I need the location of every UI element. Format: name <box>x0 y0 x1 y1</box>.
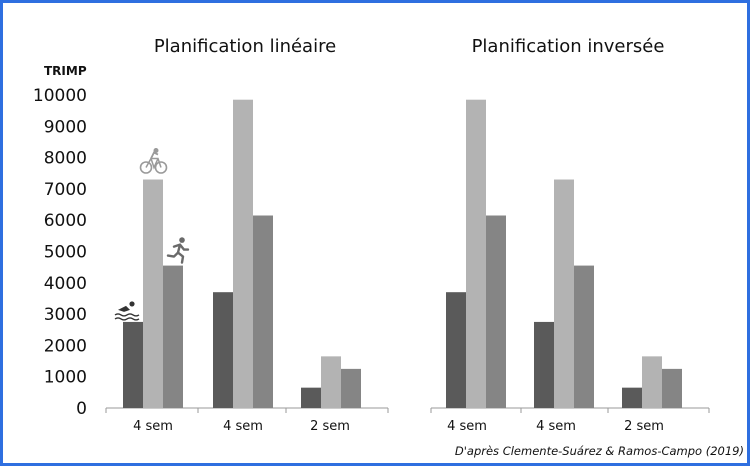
y-tick-label: 1000 <box>44 368 87 388</box>
bar <box>554 179 574 408</box>
category-label: 4 sem <box>447 419 487 434</box>
y-axis-label: TRIMP <box>44 64 87 78</box>
bar <box>143 179 163 408</box>
y-tick-label: 7000 <box>44 180 87 200</box>
bar <box>233 99 253 408</box>
bike-icon <box>139 148 168 174</box>
source-note: D'après Clemente-Suárez & Ramos-Campo (2… <box>455 444 744 458</box>
bar <box>662 368 682 408</box>
bar <box>622 387 642 408</box>
bar <box>123 321 143 408</box>
y-tick-label: 4000 <box>44 274 87 294</box>
bar <box>341 368 361 408</box>
bar <box>534 321 554 408</box>
panel-title-inversee: Planification inversée <box>472 36 665 57</box>
category-label: 2 sem <box>310 419 350 434</box>
y-tick-label: 9000 <box>44 117 87 137</box>
bar <box>486 215 506 408</box>
category-label: 4 sem <box>223 419 263 434</box>
bar <box>321 356 341 408</box>
y-tick-label: 2000 <box>44 336 87 356</box>
bars <box>123 99 682 408</box>
y-tick-label: 0 <box>76 399 87 419</box>
sport-icons <box>114 148 190 321</box>
panel-title-lineaire: Planification linéaire <box>154 36 336 57</box>
bar <box>466 99 486 408</box>
y-tick-label: 3000 <box>44 305 87 325</box>
bar <box>163 265 183 408</box>
y-tick-label: 10000 <box>33 86 87 106</box>
bar <box>253 215 273 408</box>
bar <box>642 356 662 408</box>
y-tick-label: 5000 <box>44 243 87 263</box>
bar <box>574 265 594 408</box>
bar-chart: Planification linéaire Planification inv… <box>33 36 744 458</box>
category-label: 2 sem <box>624 419 664 434</box>
y-tick-label: 8000 <box>44 149 87 169</box>
run-icon <box>166 237 190 264</box>
swim-icon <box>114 301 140 321</box>
x-axes <box>105 407 710 413</box>
bar <box>446 292 466 408</box>
y-axis-ticks: 0 1000 2000 3000 4000 5000 6000 7000 8000 9000 100… <box>33 86 87 419</box>
category-label: 4 sem <box>133 419 173 434</box>
bar <box>213 292 233 408</box>
y-tick-label: 6000 <box>44 211 87 231</box>
bar <box>301 387 321 408</box>
category-label: 4 sem <box>536 419 576 434</box>
category-labels: 4 sem 4 sem 2 sem 4 sem 4 sem 2 sem <box>133 419 664 434</box>
